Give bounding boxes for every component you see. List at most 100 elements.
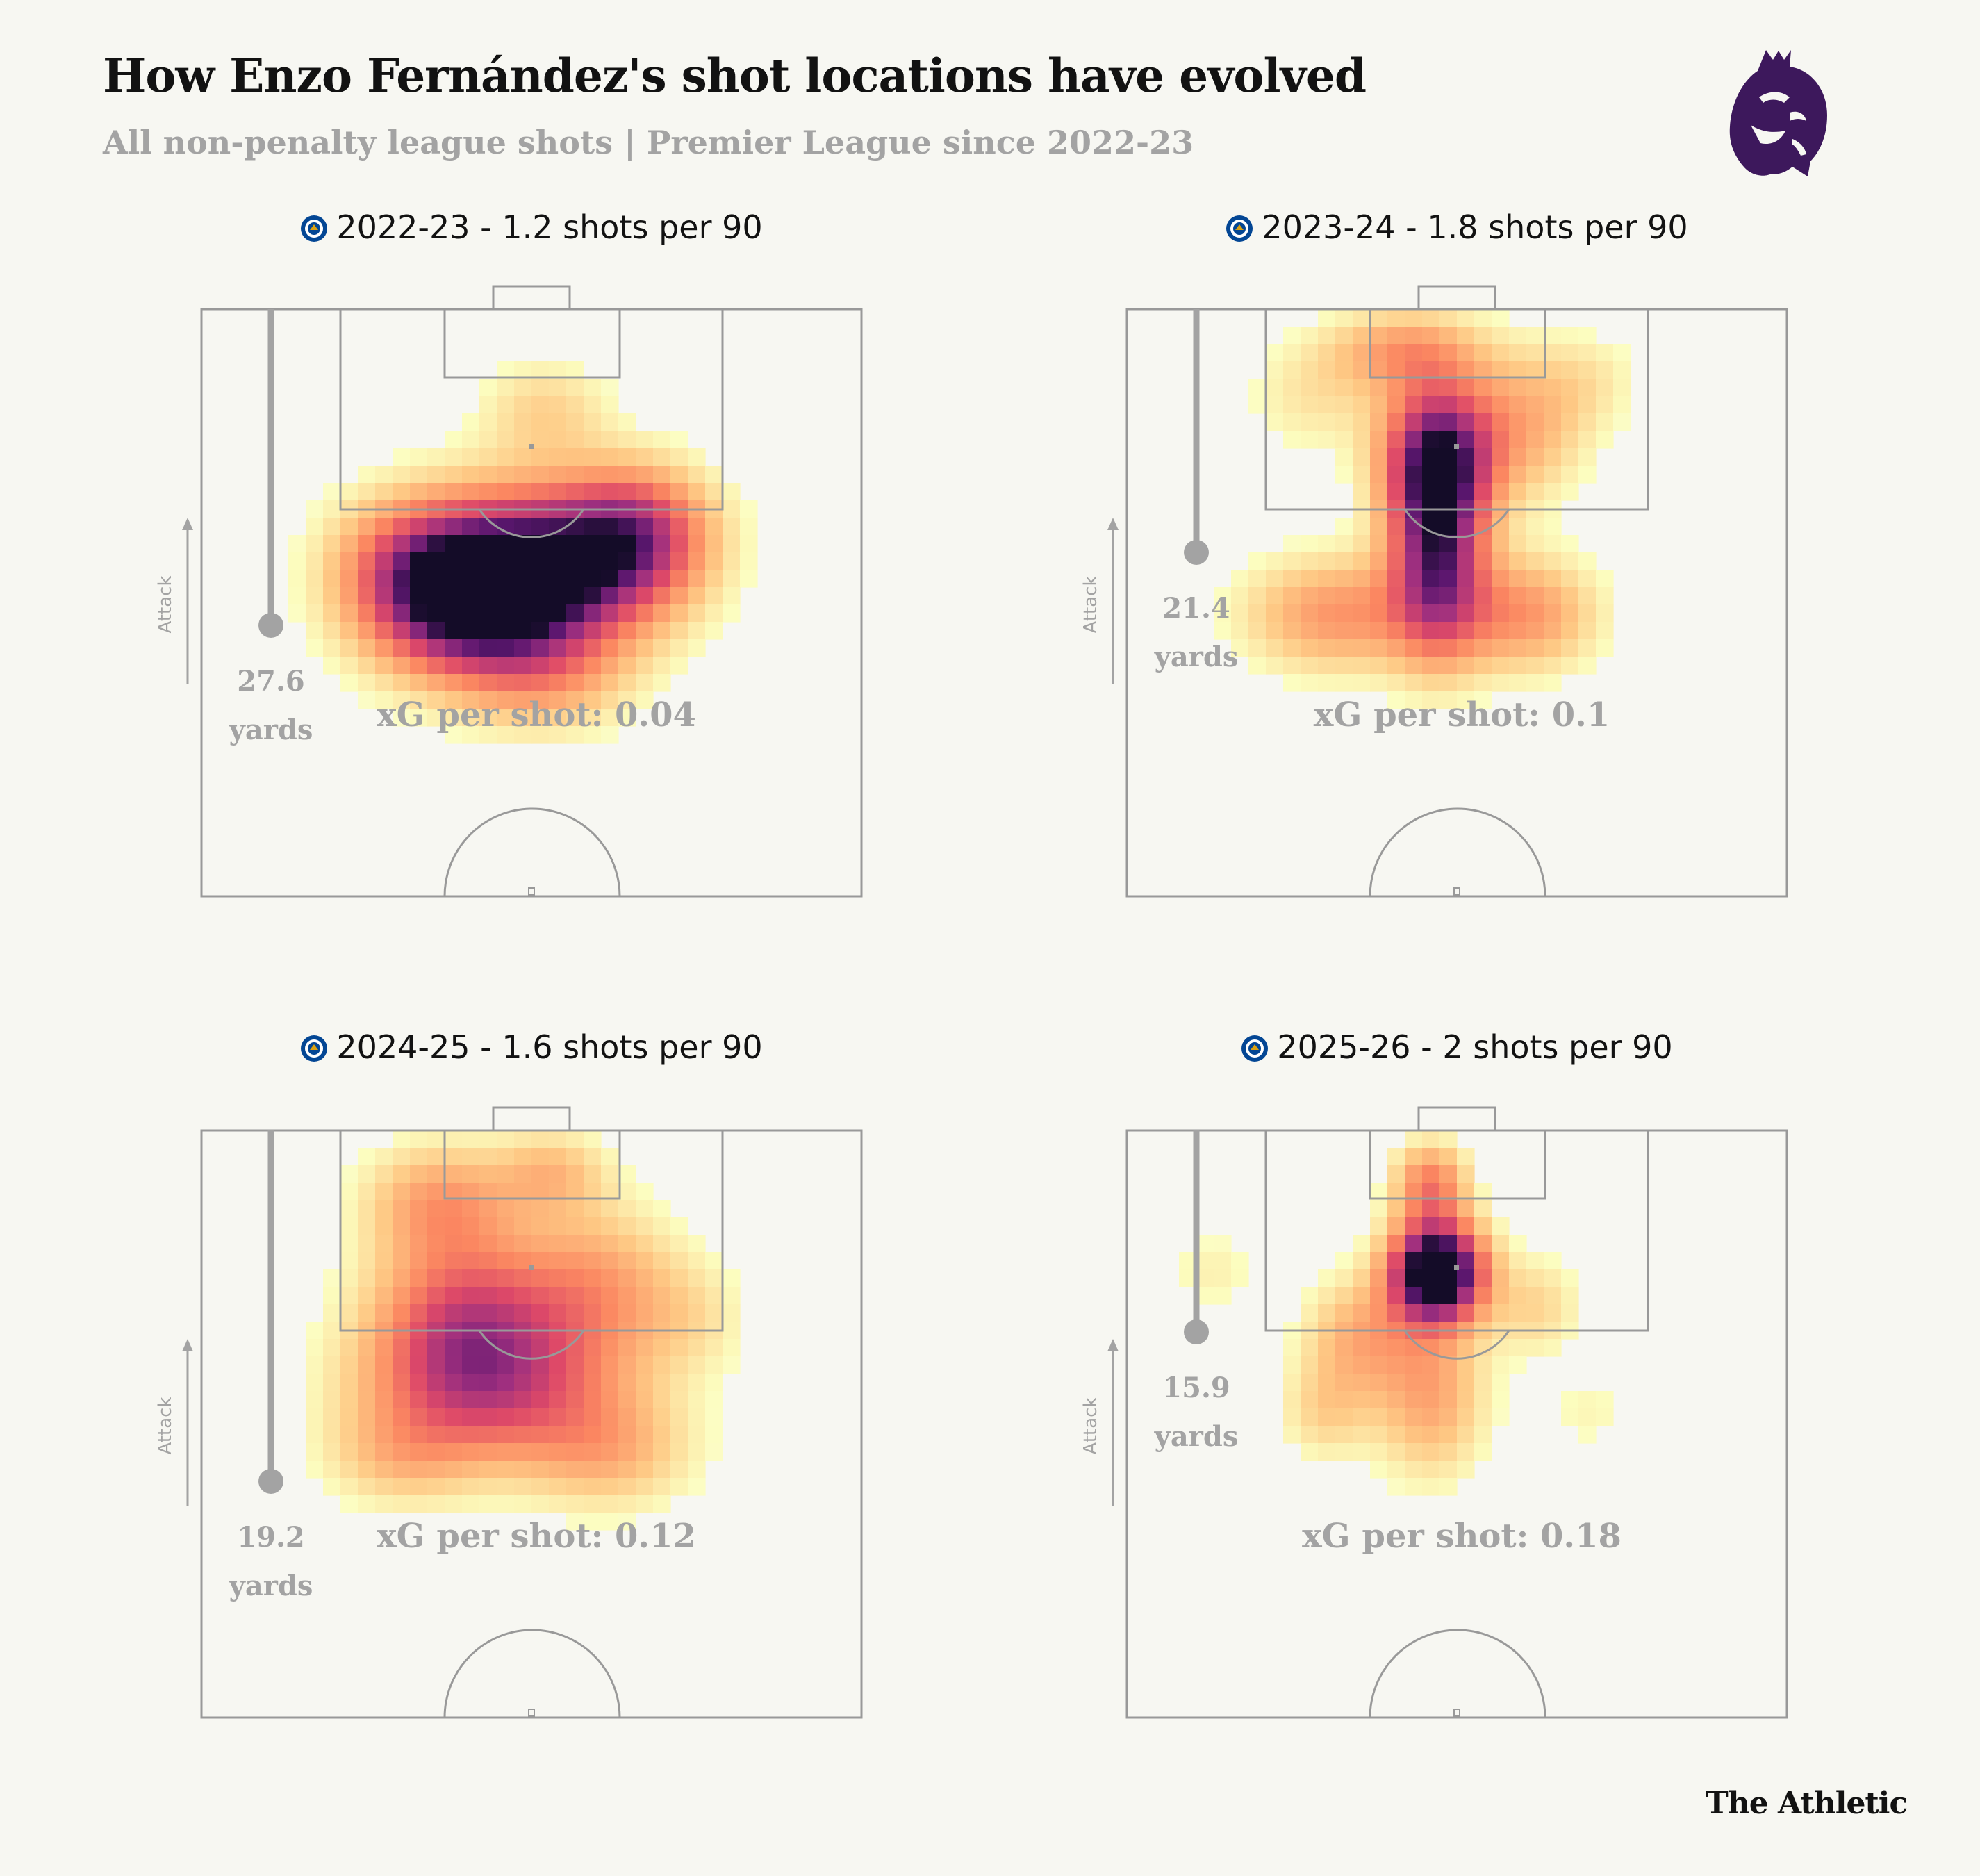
heatmap-cell: [566, 1443, 584, 1461]
heatmap-cell: [323, 1391, 341, 1409]
heatmap-cell: [1422, 1252, 1440, 1270]
heatmap-cell: [410, 1426, 428, 1444]
heatmap-cell: [1613, 344, 1631, 362]
heatmap-cell: [393, 639, 411, 657]
panel-title: 2023-24 - 1.8 shots per 90: [1075, 208, 1839, 246]
heatmap-cell: [514, 1148, 532, 1166]
heatmap-cell: [723, 1287, 741, 1305]
heatmap-cell: [445, 1217, 463, 1235]
heatmap-cell: [427, 674, 445, 692]
heatmap-cell: [705, 1356, 723, 1374]
heatmap-cell: [1422, 1200, 1440, 1218]
heatmap-cell: [479, 674, 497, 692]
heatmap-cell: [618, 1304, 636, 1322]
heatmap-cell: [1370, 413, 1388, 431]
heatmap-cell: [1405, 344, 1423, 362]
heatmap-cells: [288, 361, 758, 744]
heatmap-cell: [531, 1217, 550, 1235]
heatmap-cell: [636, 1478, 654, 1496]
heatmap-cell: [636, 1356, 654, 1374]
heatmap-cell: [705, 604, 723, 623]
heatmap-cell: [323, 483, 341, 501]
heatmap-cell: [1405, 1426, 1423, 1444]
heatmap-cell: [636, 639, 654, 657]
heatmap-cell: [1457, 657, 1475, 675]
heatmap-cell: [358, 622, 376, 640]
heatmap-cell: [410, 1443, 428, 1461]
heatmap-cell: [670, 604, 688, 623]
heatmap-cell: [1422, 1304, 1440, 1322]
heatmap-cell: [1544, 483, 1562, 501]
heatmap-cell: [375, 1217, 393, 1235]
heatmap-cell: [1405, 1461, 1423, 1479]
heatmap-cell: [549, 1148, 567, 1166]
heatmap-cell: [358, 535, 376, 553]
heatmap-cell: [688, 1391, 706, 1409]
heatmap-cell: [601, 413, 619, 431]
heatmap-cell: [653, 1374, 671, 1392]
heatmap-cell: [462, 552, 480, 570]
heatmap-cell: [410, 622, 428, 640]
heatmap-cell: [1509, 604, 1527, 623]
heatmap-cell: [584, 1478, 602, 1496]
heatmap-cell: [514, 466, 532, 484]
heatmap-cell: [1561, 657, 1579, 675]
heatmap-cell: [1544, 657, 1562, 675]
heatmap-cell: [1301, 1426, 1319, 1444]
heatmap-cell: [566, 570, 584, 588]
heatmap-cell: [410, 1374, 428, 1392]
heatmap-cell: [1439, 483, 1458, 501]
heatmap-cell: [670, 1287, 688, 1305]
heatmap-cell: [1387, 587, 1405, 605]
heatmap-cell: [1353, 1304, 1371, 1322]
heatmap-cell: [1544, 1339, 1562, 1357]
heatmap-cell: [584, 674, 602, 692]
heatmap-cell: [1422, 639, 1440, 657]
heatmap-cell: [462, 1391, 480, 1409]
heatmap-cell: [1405, 570, 1423, 588]
heatmap-cell: [375, 466, 393, 484]
premier-league-lion-icon: [1729, 50, 1827, 176]
heatmap-cell: [688, 535, 706, 553]
heatmap-cell: [375, 535, 393, 553]
heatmap-cell: [340, 1374, 358, 1392]
heatmap-cell: [549, 535, 567, 553]
heatmap-cell: [688, 1461, 706, 1479]
heatmap-cell: [1335, 535, 1353, 553]
heatmap-cell: [1283, 674, 1301, 692]
heatmap-cell: [514, 1200, 532, 1218]
heatmap-cell: [1526, 344, 1544, 362]
heatmap-cell: [393, 1408, 411, 1426]
heatmap-cell: [566, 1252, 584, 1270]
heatmap-cell: [1318, 1391, 1336, 1409]
heatmap-cell: [1370, 1217, 1388, 1235]
heatmap-cell: [306, 1443, 324, 1461]
heatmap-cell: [1405, 379, 1423, 397]
heatmap-cell: [618, 1461, 636, 1479]
heatmap-cell: [1335, 327, 1353, 345]
heatmap-cell: [1248, 657, 1267, 675]
heatmap-cell: [375, 1495, 393, 1513]
heatmap-cell: [653, 1304, 671, 1322]
heatmap-cell: [584, 1200, 602, 1218]
heatmap-cell: [1248, 639, 1267, 657]
heatmap-cell: [1370, 1235, 1388, 1253]
heatmap-cell: [1544, 570, 1562, 588]
arrow-head-icon: [182, 518, 193, 530]
heatmap-cell: [1544, 552, 1562, 570]
heatmap-cell: [497, 1217, 515, 1235]
heatmap-cell: [705, 483, 723, 501]
heatmap-cell: [601, 639, 619, 657]
heatmap-cell: [462, 1287, 480, 1305]
heatmap-cell: [323, 1269, 341, 1287]
heatmap-cell: [479, 1130, 497, 1149]
heatmap-cell: [584, 709, 602, 727]
heatmap-cell: [1561, 1287, 1579, 1305]
heatmap-cell: [1353, 1443, 1371, 1461]
heatmap-cell: [1439, 327, 1458, 345]
heatmap-cell: [1301, 1391, 1319, 1409]
heatmap-cell: [497, 726, 515, 744]
heatmap-cell: [340, 1252, 358, 1270]
heatmap-cell: [497, 709, 515, 727]
